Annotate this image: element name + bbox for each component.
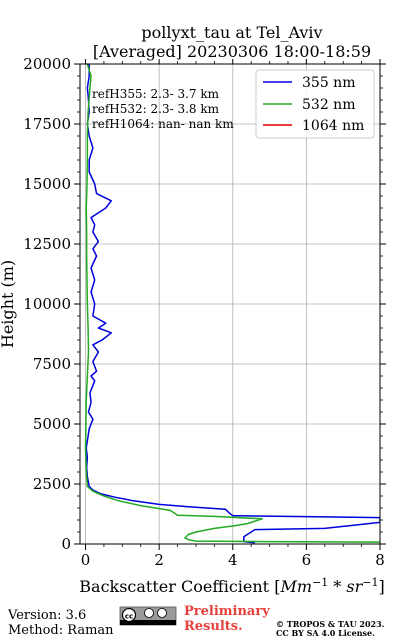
- annotation-refh532: refH532: 2.3- 3.8 km: [92, 102, 220, 116]
- copyright-line2: CC BY SA 4.0 License.: [276, 628, 375, 638]
- x-axis-label-exp2: −1: [362, 576, 378, 589]
- x-axis-label-unit1: Mm: [279, 577, 312, 596]
- series-line-355-nm: [85, 64, 380, 544]
- y-tick-label-8: 20000: [23, 55, 71, 73]
- by-icon: [144, 608, 154, 618]
- copyright-line1: © TROPOS & TAU 2023.: [276, 619, 385, 629]
- x-axis-label: Backscatter Coefficient [Mm−1 * sr−1]: [79, 576, 384, 596]
- legend-label-1064: 1064 nm: [302, 118, 364, 134]
- legend: 355 nm 532 nm 1064 nm: [255, 69, 375, 139]
- y-tick-label-2: 5000: [33, 415, 71, 433]
- x-axis-label-mid: *: [328, 577, 346, 596]
- legend-box: [255, 69, 375, 139]
- cc-license-badge: cc: [119, 606, 177, 626]
- chart-title-line2: [Averaged] 20230306 18:00-18:59: [93, 42, 371, 61]
- method-text: Method: Raman: [8, 623, 114, 638]
- x-tick-label-2: 4: [228, 551, 238, 569]
- x-tick-label-1: 2: [154, 551, 164, 569]
- y-tick-label-0: 0: [61, 535, 71, 553]
- y-tick-label-1: 2500: [33, 475, 71, 493]
- x-axis-label-unit2: sr: [346, 577, 363, 596]
- annotation-refh1064: refH1064: nan- nan km: [92, 117, 234, 131]
- chart-title-line1: pollyxt_tau at Tel_Aviv: [141, 23, 322, 42]
- y-tick-label-6: 15000: [23, 175, 71, 193]
- y-tick-label-5: 12500: [23, 235, 71, 253]
- x-tick-label-4: 8: [375, 551, 385, 569]
- tick-labels: 0 2 4 6 8 0 2500 5000 7500 10000 12500 15000 17500 20…: [23, 55, 384, 569]
- cc-icon: [121, 607, 137, 623]
- x-axis-label-exp1: −1: [312, 576, 328, 589]
- cc-badge-bottom-strip: [120, 620, 176, 625]
- series-line-532-nm: [84, 64, 380, 543]
- sa-icon: [157, 608, 167, 618]
- preliminary-label-line1: Preliminary: [184, 604, 270, 619]
- y-axis-label: Height (m): [0, 260, 17, 348]
- version-text: Version: 3.6: [7, 608, 86, 623]
- x-tick-label-0: 0: [81, 551, 91, 569]
- legend-label-355: 355 nm: [302, 75, 355, 91]
- y-tick-label-7: 17500: [23, 115, 71, 133]
- legend-label-532: 532 nm: [302, 97, 355, 113]
- x-tick-label-3: 6: [302, 551, 312, 569]
- cc-icon-letters: cc: [125, 613, 133, 621]
- series-layer: [84, 64, 380, 544]
- preliminary-label-line2: Results.: [184, 619, 243, 634]
- axis-ticks: [74, 59, 386, 550]
- annotation-refh355: refH355: 2.3- 3.7 km: [92, 87, 220, 101]
- x-axis-label-suffix: ]: [378, 577, 384, 596]
- y-tick-label-3: 7500: [33, 355, 71, 373]
- y-tick-label-4: 10000: [23, 295, 71, 313]
- x-axis-label-prefix: Backscatter Coefficient [: [79, 577, 280, 596]
